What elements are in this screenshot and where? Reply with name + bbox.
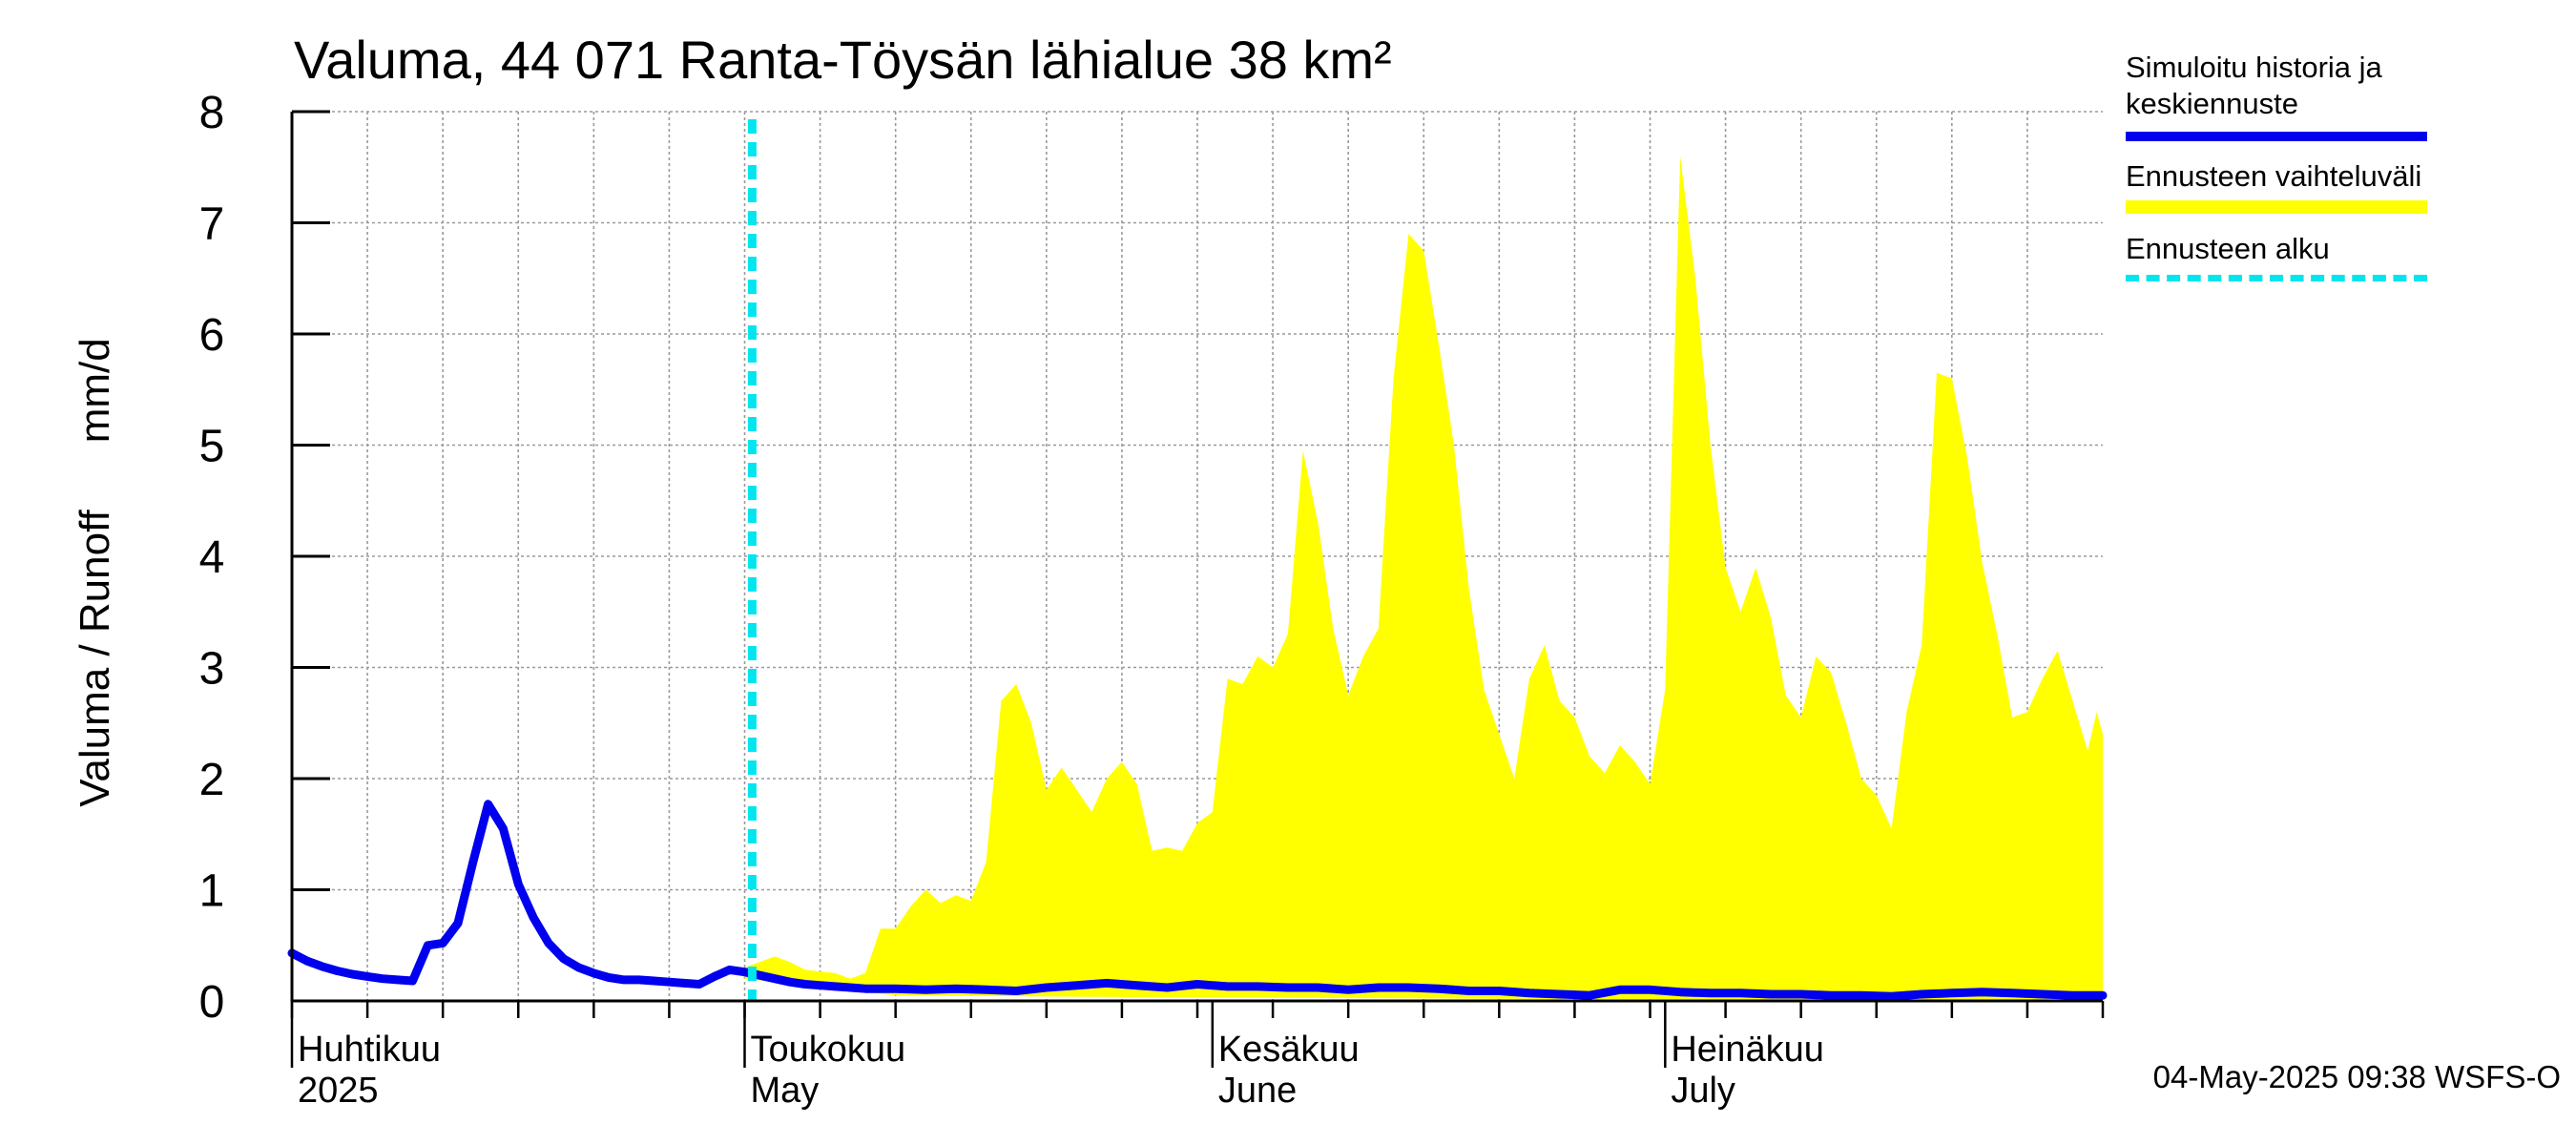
tick-labels: 012345678Huhtikuu2025ToukokuuMayKesäkuuJ… — [199, 88, 1824, 1111]
month-label-fi: Heinäkuu — [1671, 1030, 1824, 1070]
month-label-en: 2025 — [298, 1071, 379, 1111]
forecast-range-band — [744, 156, 2103, 1000]
y-tick-label: 6 — [199, 310, 225, 361]
month-label-fi: Toukokuu — [751, 1030, 906, 1070]
legend-swatch-history — [2126, 132, 2427, 141]
legend-swatch-forecast-start — [2126, 275, 2427, 281]
month-label-fi: Kesäkuu — [1218, 1030, 1360, 1070]
forecast-range-area — [744, 156, 2103, 1000]
y-axis-title: Valuma / Runoff — [72, 510, 118, 807]
y-tick-label: 0 — [199, 977, 225, 1028]
y-axis-label: Valuma / Runoff mm/d — [72, 338, 119, 806]
legend-item-range: Ennusteen vaihteluväli — [2126, 158, 2545, 231]
month-label-en: May — [751, 1071, 820, 1111]
y-tick-label: 7 — [199, 199, 225, 250]
legend-label-range: Ennusteen vaihteluväli — [2126, 159, 2422, 193]
legend-swatch-range — [2126, 200, 2427, 214]
chart-title: Valuma, 44 071 Ranta-Töysän lähialue 38 … — [294, 30, 1392, 90]
legend-item-forecast-start: Ennusteen alku — [2126, 231, 2545, 303]
legend-label-forecast-start: Ennusteen alku — [2126, 232, 2330, 265]
y-tick-label: 1 — [199, 866, 225, 917]
legend: Simuloitu historia ja keskiennuste Ennus… — [2126, 50, 2545, 303]
simulated-history-line — [287, 800, 2108, 1001]
y-tick-label: 5 — [199, 422, 225, 472]
y-tick-label: 2 — [199, 755, 225, 805]
month-label-en: July — [1671, 1071, 1735, 1111]
y-tick-label: 4 — [199, 532, 225, 583]
legend-item-history: Simuloitu historia ja keskiennuste — [2126, 50, 2545, 141]
month-label-en: June — [1218, 1071, 1297, 1111]
y-axis-unit: mm/d — [72, 338, 118, 444]
y-tick-label: 8 — [199, 88, 225, 138]
month-label-fi: Huhtikuu — [298, 1030, 441, 1070]
timestamp-footer: 04-May-2025 09:38 WSFS-O — [2152, 1059, 2561, 1094]
runoff-series-line — [287, 800, 2108, 1001]
y-tick-label: 3 — [199, 644, 225, 695]
axes — [290, 110, 2105, 1068]
legend-label-history: Simuloitu historia ja keskiennuste — [2126, 51, 2382, 120]
